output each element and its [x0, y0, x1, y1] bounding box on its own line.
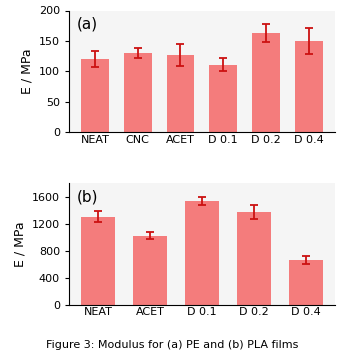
Bar: [81, 217, 115, 304]
Bar: [237, 212, 270, 304]
Bar: [167, 55, 194, 132]
Text: Figure 3: Modulus for (a) PE and (b) PLA films: Figure 3: Modulus for (a) PE and (b) PLA…: [46, 340, 299, 350]
Bar: [209, 64, 237, 132]
Bar: [81, 59, 109, 132]
Y-axis label: E / MPa: E / MPa: [13, 221, 26, 267]
Text: (b): (b): [77, 189, 98, 204]
Text: (a): (a): [77, 16, 98, 32]
Bar: [133, 236, 167, 304]
Bar: [124, 53, 151, 132]
Bar: [289, 260, 323, 304]
Bar: [252, 33, 280, 132]
Bar: [185, 201, 219, 304]
Y-axis label: E / MPa: E / MPa: [20, 48, 33, 94]
Bar: [295, 41, 323, 132]
